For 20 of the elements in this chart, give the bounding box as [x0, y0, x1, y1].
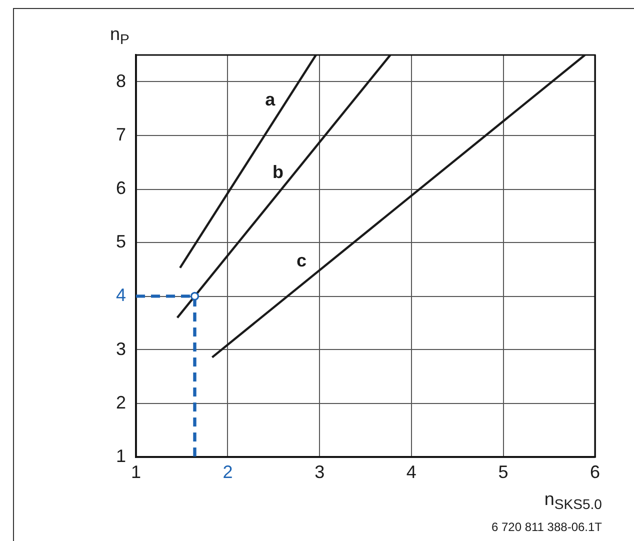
y-tick-label: 1: [116, 446, 126, 466]
text: 6 720 811 388-06.1T: [491, 520, 602, 534]
series-label: a: [265, 90, 276, 110]
x-axis-title: n$_{SKS5.0}$: [544, 489, 602, 512]
y-tick-label: 6: [116, 178, 126, 198]
x-tick-label: 5: [498, 462, 508, 482]
y-tick-label: 5: [116, 232, 126, 252]
x-tick-label: 1: [130, 462, 142, 482]
y-tick-label: 8: [116, 70, 126, 91]
x-tick-label: 4: [406, 462, 416, 482]
y-tick-label: 3: [116, 338, 126, 359]
series-label: b: [272, 162, 284, 182]
series-label: c: [296, 250, 306, 271]
x-tick-label: 3: [314, 462, 325, 482]
y-tick-label: 4: [116, 285, 126, 306]
y-tick-label: 7: [116, 124, 126, 144]
y-axis-title: n$_{P}$: [110, 24, 130, 48]
y-tick-label: 2: [116, 392, 126, 412]
x-tick-label: 2: [222, 462, 233, 482]
x-tick-label: 6: [590, 462, 600, 482]
